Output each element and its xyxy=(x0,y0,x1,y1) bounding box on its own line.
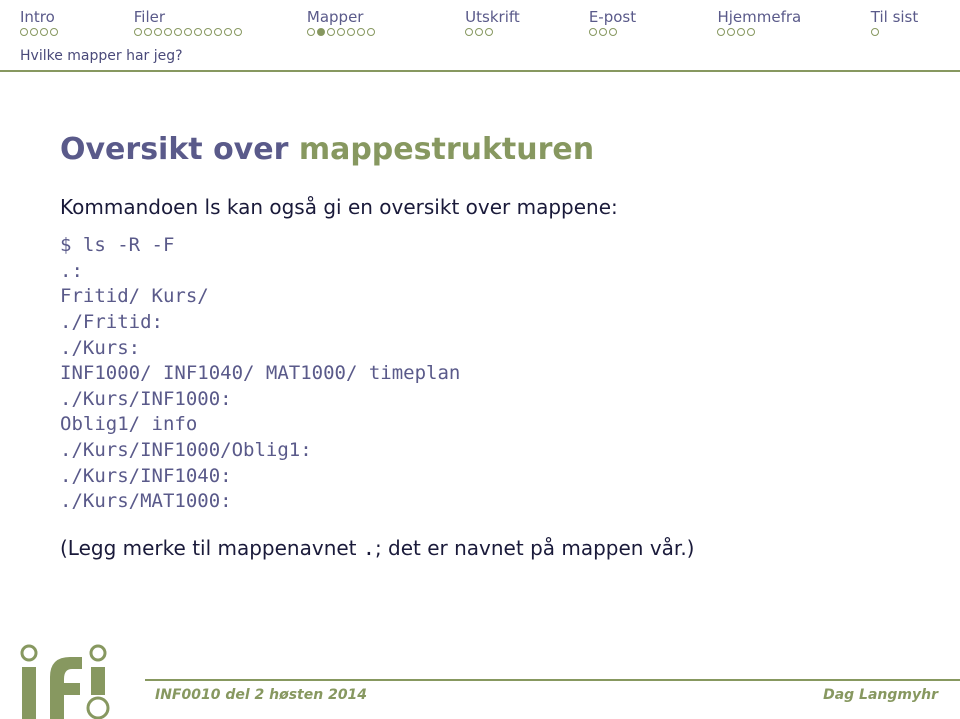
nav-label: Til sist xyxy=(871,8,918,26)
footer: INF0010 del 2 høsten 2014 Dag Langmyhr xyxy=(0,659,960,719)
progress-dot xyxy=(609,28,617,36)
progress-dot xyxy=(347,28,355,36)
progress-dot xyxy=(317,28,325,36)
title-part1: Oversikt over xyxy=(60,132,299,167)
progress-dot xyxy=(599,28,607,36)
footer-author: Dag Langmyhr xyxy=(823,687,938,703)
footer-divider xyxy=(145,679,960,681)
progress-dot xyxy=(717,28,725,36)
progress-dot xyxy=(589,28,597,36)
progress-dot xyxy=(174,28,182,36)
progress-dot xyxy=(154,28,162,36)
nav-item-e-post[interactable]: E-post xyxy=(589,8,718,36)
progress-dot xyxy=(727,28,735,36)
note-mono: . xyxy=(363,536,375,560)
progress-dot xyxy=(134,28,142,36)
progress-dot xyxy=(747,28,755,36)
progress-dot xyxy=(327,28,335,36)
progress-dot xyxy=(50,28,58,36)
progress-dot xyxy=(164,28,172,36)
progress-dot xyxy=(737,28,745,36)
nav-label: Mapper xyxy=(307,8,364,26)
note-pre: (Legg merke til mappenavnet xyxy=(60,536,363,560)
progress-dot xyxy=(475,28,483,36)
progress-dot xyxy=(184,28,192,36)
nav-bar: Intro Filer Mapper Utskrift E-post Hjemmefra T… xyxy=(0,0,960,40)
subheader: Hvilke mapper har jeg? xyxy=(0,40,960,68)
progress-dot xyxy=(307,28,315,36)
footer-course: INF0010 del 2 høsten 2014 xyxy=(155,687,367,703)
nav-progress-dots xyxy=(465,28,493,36)
slide-title: Oversikt over mappestrukturen xyxy=(60,132,900,167)
ifi-logo xyxy=(10,639,140,719)
nav-item-hjemmefra[interactable]: Hjemmefra xyxy=(717,8,870,36)
progress-dot xyxy=(367,28,375,36)
progress-dot xyxy=(194,28,202,36)
nav-progress-dots xyxy=(134,28,242,36)
nav-label: E-post xyxy=(589,8,636,26)
nav-item-filer[interactable]: Filer xyxy=(134,8,307,36)
nav-progress-dots xyxy=(589,28,617,36)
progress-dot xyxy=(871,28,879,36)
nav-label: Intro xyxy=(20,8,55,26)
progress-dot xyxy=(144,28,152,36)
nav-item-intro[interactable]: Intro xyxy=(20,8,134,36)
progress-dot xyxy=(204,28,212,36)
nav-progress-dots xyxy=(871,28,879,36)
progress-dot xyxy=(485,28,493,36)
progress-dot xyxy=(224,28,232,36)
progress-dot xyxy=(20,28,28,36)
nav-item-til sist[interactable]: Til sist xyxy=(871,8,940,36)
title-part2: mappestrukturen xyxy=(299,132,594,167)
nav-progress-dots xyxy=(20,28,58,36)
slide-content: Oversikt over mappestrukturen Kommandoen… xyxy=(0,72,960,582)
nav-label: Utskrift xyxy=(465,8,520,26)
progress-dot xyxy=(214,28,222,36)
nav-progress-dots xyxy=(307,28,375,36)
note-text: (Legg merke til mappenavnet .; det er na… xyxy=(60,535,900,562)
nav-item-mapper[interactable]: Mapper xyxy=(307,8,465,36)
progress-dot xyxy=(40,28,48,36)
nav-item-utskrift[interactable]: Utskrift xyxy=(465,8,589,36)
progress-dot xyxy=(357,28,365,36)
intro-text: Kommandoen ls kan også gi en oversikt ov… xyxy=(60,195,900,219)
progress-dot xyxy=(30,28,38,36)
progress-dot xyxy=(337,28,345,36)
code-block: $ ls -R -F .: Fritid/ Kurs/ ./Fritid: ./… xyxy=(60,233,900,515)
nav-label: Hjemmefra xyxy=(717,8,801,26)
progress-dot xyxy=(234,28,242,36)
progress-dot xyxy=(465,28,473,36)
note-post: ; det er navnet på mappen vår.) xyxy=(375,536,695,560)
nav-label: Filer xyxy=(134,8,165,26)
nav-progress-dots xyxy=(717,28,755,36)
